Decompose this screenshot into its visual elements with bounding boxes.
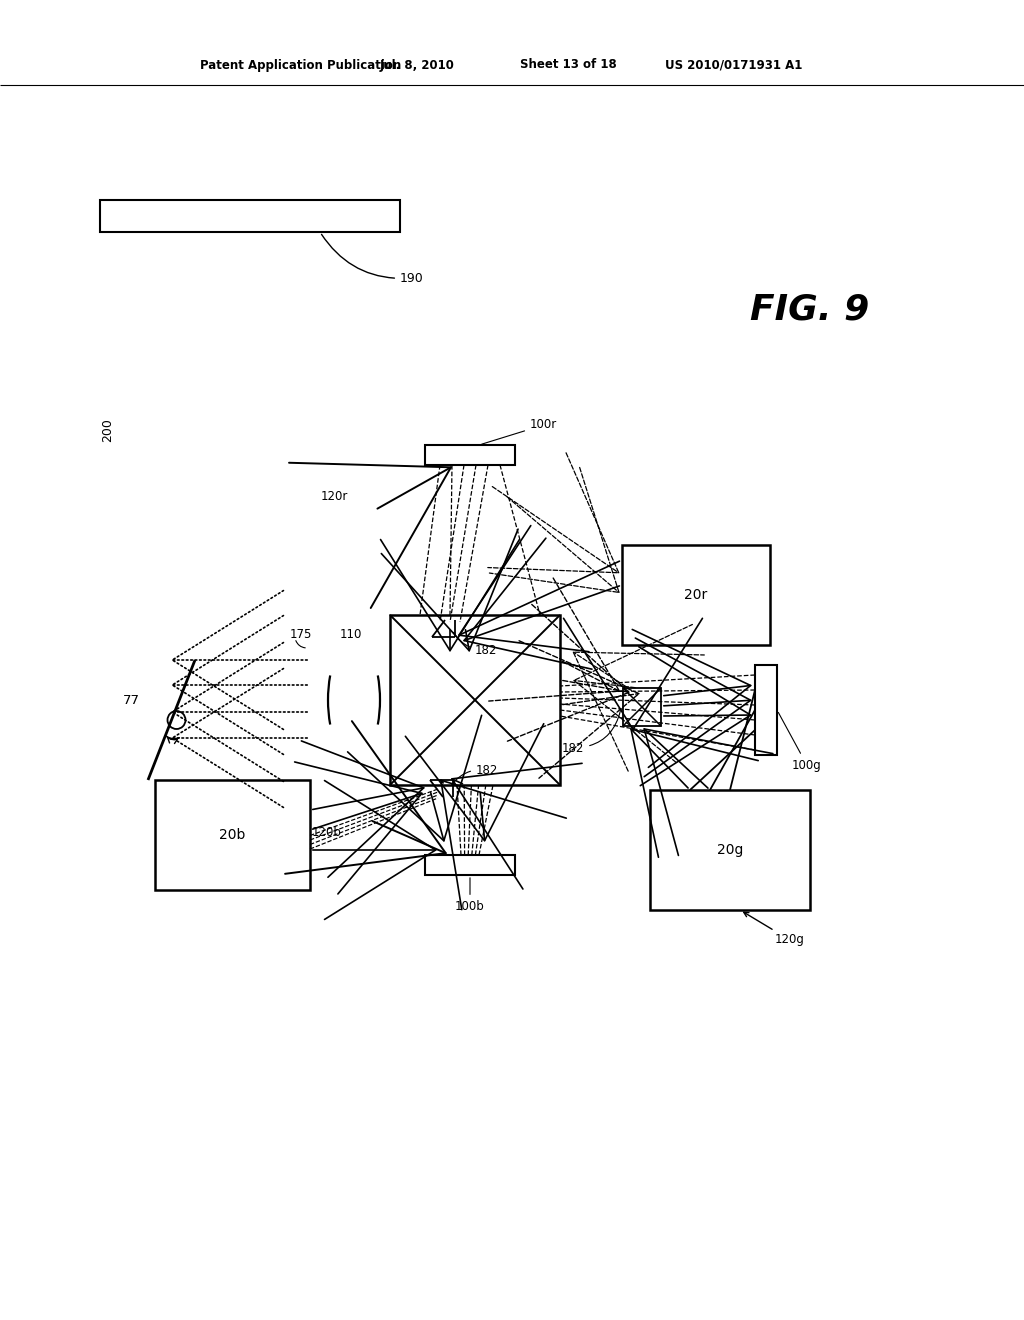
Bar bbox=[650, 789, 810, 909]
Text: 200: 200 bbox=[101, 418, 115, 442]
Bar bbox=[425, 445, 515, 465]
Text: 20b: 20b bbox=[219, 828, 245, 842]
Bar bbox=[425, 855, 515, 875]
Text: 120r: 120r bbox=[321, 491, 348, 503]
Text: 182: 182 bbox=[452, 763, 499, 785]
Text: FIG. 9: FIG. 9 bbox=[750, 293, 869, 327]
Text: 120b: 120b bbox=[312, 825, 342, 838]
Text: 182: 182 bbox=[562, 710, 621, 755]
Bar bbox=[155, 780, 310, 890]
Text: 190: 190 bbox=[322, 235, 424, 285]
Text: 100g: 100g bbox=[778, 713, 821, 771]
Text: 120g: 120g bbox=[743, 912, 805, 946]
Text: Patent Application Publication: Patent Application Publication bbox=[200, 58, 401, 71]
Text: 20g: 20g bbox=[717, 843, 743, 857]
Bar bbox=[390, 615, 560, 785]
Text: Jul. 8, 2010: Jul. 8, 2010 bbox=[380, 58, 455, 71]
Bar bbox=[622, 545, 770, 645]
Bar bbox=[100, 201, 400, 232]
Text: Sheet 13 of 18: Sheet 13 of 18 bbox=[520, 58, 616, 71]
Text: 100r: 100r bbox=[481, 418, 557, 444]
Bar bbox=[623, 688, 662, 726]
Text: US 2010/0171931 A1: US 2010/0171931 A1 bbox=[665, 58, 803, 71]
Bar bbox=[755, 665, 777, 755]
Text: 77: 77 bbox=[123, 693, 140, 706]
Text: 20r: 20r bbox=[684, 587, 708, 602]
Text: 182: 182 bbox=[454, 632, 498, 656]
Text: 100b: 100b bbox=[455, 878, 485, 913]
Text: 175: 175 bbox=[290, 628, 312, 642]
Text: 110: 110 bbox=[340, 628, 362, 642]
